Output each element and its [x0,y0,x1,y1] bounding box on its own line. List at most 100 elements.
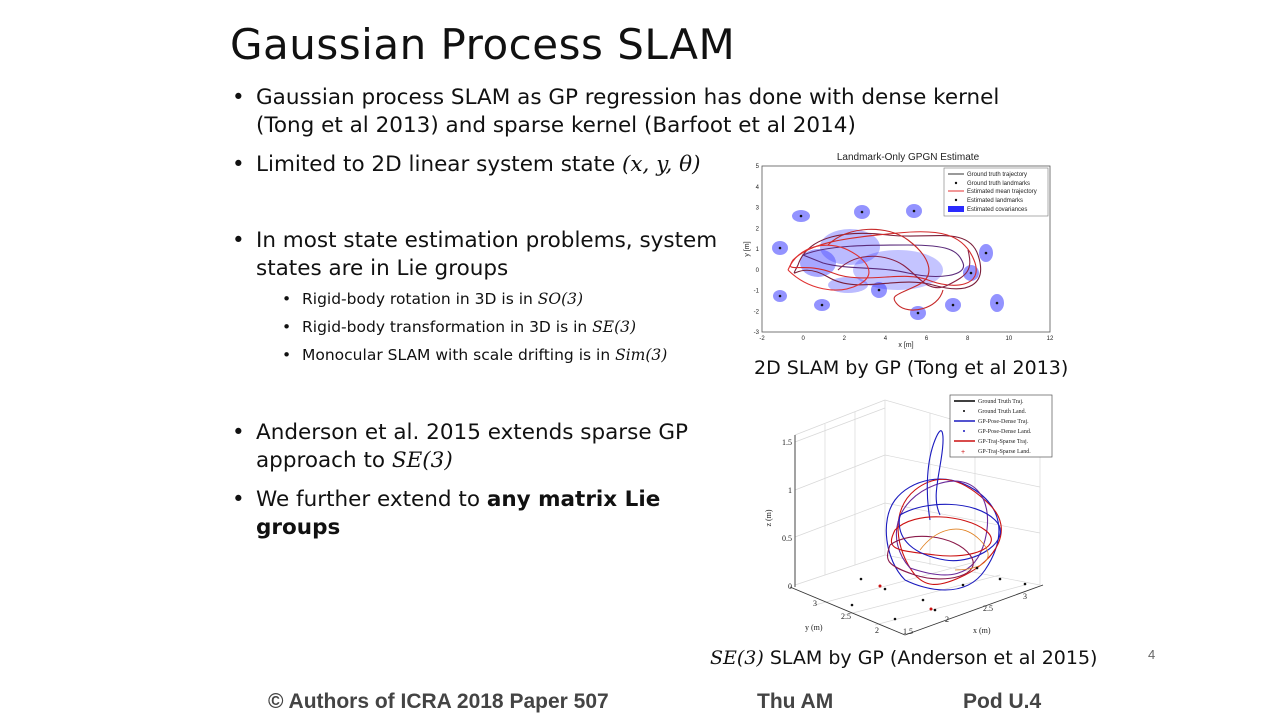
landmark-dot [995,301,999,305]
bullet-dot: • [232,228,245,253]
bullet-bold-text: any matrix Lie groups [256,487,661,540]
y-tick: 3 [813,599,817,608]
figure1-yticks: 5 4 3 2 1 0 -1 -2 -3 [754,164,760,336]
legend-landmark-dot [954,181,958,185]
landmark-dot [984,251,988,255]
figure2-zlabel: z (m) [764,509,773,526]
landmark-dot [961,583,965,587]
landmark-dot [778,294,782,298]
subbullet-dot: • [282,346,292,364]
bullet-dot: • [232,152,245,177]
state-math: (x, y, θ) [622,152,701,177]
bullet-dot: • [232,420,245,445]
landmark-dot [859,577,863,581]
subbullet-text: Monocular SLAM with scale drifting is in [302,346,616,364]
trajectory-line [801,244,964,277]
bullet-extend: • We further extend to any matrix Lie gr… [232,486,726,542]
bullet-text-line: states are in Lie groups [256,256,509,281]
z-tick: 1 [788,486,792,495]
z-tick: 0 [788,582,792,591]
figure2-xlabel: x (m) [973,626,991,635]
landmark-dot [998,577,1002,581]
bullet-text-line: In most state estimation problems, syste… [256,228,718,253]
landmark-dot [921,598,925,602]
legend-label: GP-Traj-Sparse Land. [978,449,1031,455]
bullet-text: We further extend to [256,487,487,512]
landmark-dot [929,607,933,611]
slide-title: Gaussian Process SLAM [230,20,736,69]
y-axis [789,586,906,636]
landmark-dot [951,303,955,307]
footer-session: Thu AM [757,690,834,713]
bullet-2d-limit: • Limited to 2D linear system state (x, … [232,151,726,179]
legend-sparse-land-marker: + [961,449,965,456]
subbullet-rotation: • Rigid-body rotation in 3D is in SO(3) [282,289,722,309]
x-tick: 1.5 [903,627,913,636]
legend-est-landmark-dot [954,198,958,202]
figure2-ylabel: y (m) [805,623,823,632]
figure1-ylabel: y [m] [744,241,751,256]
legend-dense-land [963,430,965,432]
x-tick-label: 4 [884,336,888,342]
x-tick-label: 2 [843,336,847,342]
legend-label: Ground Truth Land. [978,409,1027,415]
bullet-text-line: Gaussian process SLAM as GP regression h… [256,85,1000,110]
landmark-dot [975,566,979,570]
legend-truth-land [963,410,965,412]
trajectory-line [885,478,1000,591]
grid-line [884,502,1041,534]
landmark-dot [1023,582,1027,586]
trajectory-line [898,503,1001,562]
subbullet-dot: • [282,290,292,308]
grid-line [794,554,886,586]
x-tick: 2.5 [983,604,993,613]
figure1-legend: Ground truth trajectory Ground truth lan… [943,167,1049,217]
figure1-xticks: -2 0 2 4 6 8 10 12 [759,336,1054,342]
legend-label: Estimated mean trajectory [967,189,1037,195]
legend-label: Estimated covariances [967,207,1027,213]
grid-line [814,561,976,606]
legend-label: GP-Pose-Dense Land. [978,429,1032,435]
z-tick: 0.5 [782,534,792,543]
trajectory-line [887,535,974,580]
bullet-dot: • [232,487,245,512]
subbullet-dot: • [282,318,292,336]
y-tick: 2.5 [841,612,851,621]
bullet-text-line: (Tong et al 2013) and sparse kernel (Bar… [256,113,856,138]
y-tick-label: 5 [756,164,760,170]
se3-math: SE(3) [592,318,637,336]
x-tick-label: -2 [759,336,765,342]
trajectory-line [837,249,971,289]
y-tick-label: -3 [754,330,760,336]
landmark-dot [850,603,854,607]
covariance-ellipse [820,229,880,265]
y-tick-label: -2 [754,309,760,315]
y-tick-label: 3 [756,206,760,212]
landmark-dot [878,584,882,588]
y-tick-label: 2 [756,226,760,232]
x-tick: 2 [945,615,949,624]
legend-label: Ground truth landmarks [967,181,1030,187]
trajectory-line [890,516,992,557]
grid-line [874,584,1026,626]
landmark-dot [916,311,920,315]
x-tick: 3 [1023,592,1027,601]
sim3-math: Sim(3) [615,346,668,364]
figure2-axes [789,435,1044,636]
y-tick-label: 1 [756,247,760,253]
y-tick-label: 4 [756,185,760,191]
footer-authors: © Authors of ICRA 2018 Paper 507 [268,690,609,713]
x-tick-label: 6 [925,336,929,342]
x-tick-label: 0 [801,336,805,342]
landmark-dot [778,246,782,250]
legend-label: Ground truth trajectory [967,172,1027,178]
figure-2d-slam: Landmark-Only GPGN Estimate -2 0 2 4 6 8 10 12 … [744,152,1054,349]
figure1-xlabel: x [m] [898,342,913,349]
figure2-legend: + Ground Truth Traj. Ground Truth Land. … [949,394,1053,458]
grid-line [884,454,1041,488]
x-tick-label: 8 [966,336,970,342]
figure2-trajectories [885,430,1002,591]
bullet-lie-groups: • In most state estimation problems, sys… [232,227,726,283]
figure1-title: Landmark-Only GPGN Estimate [837,152,980,163]
z-tick: 1.5 [782,438,792,447]
